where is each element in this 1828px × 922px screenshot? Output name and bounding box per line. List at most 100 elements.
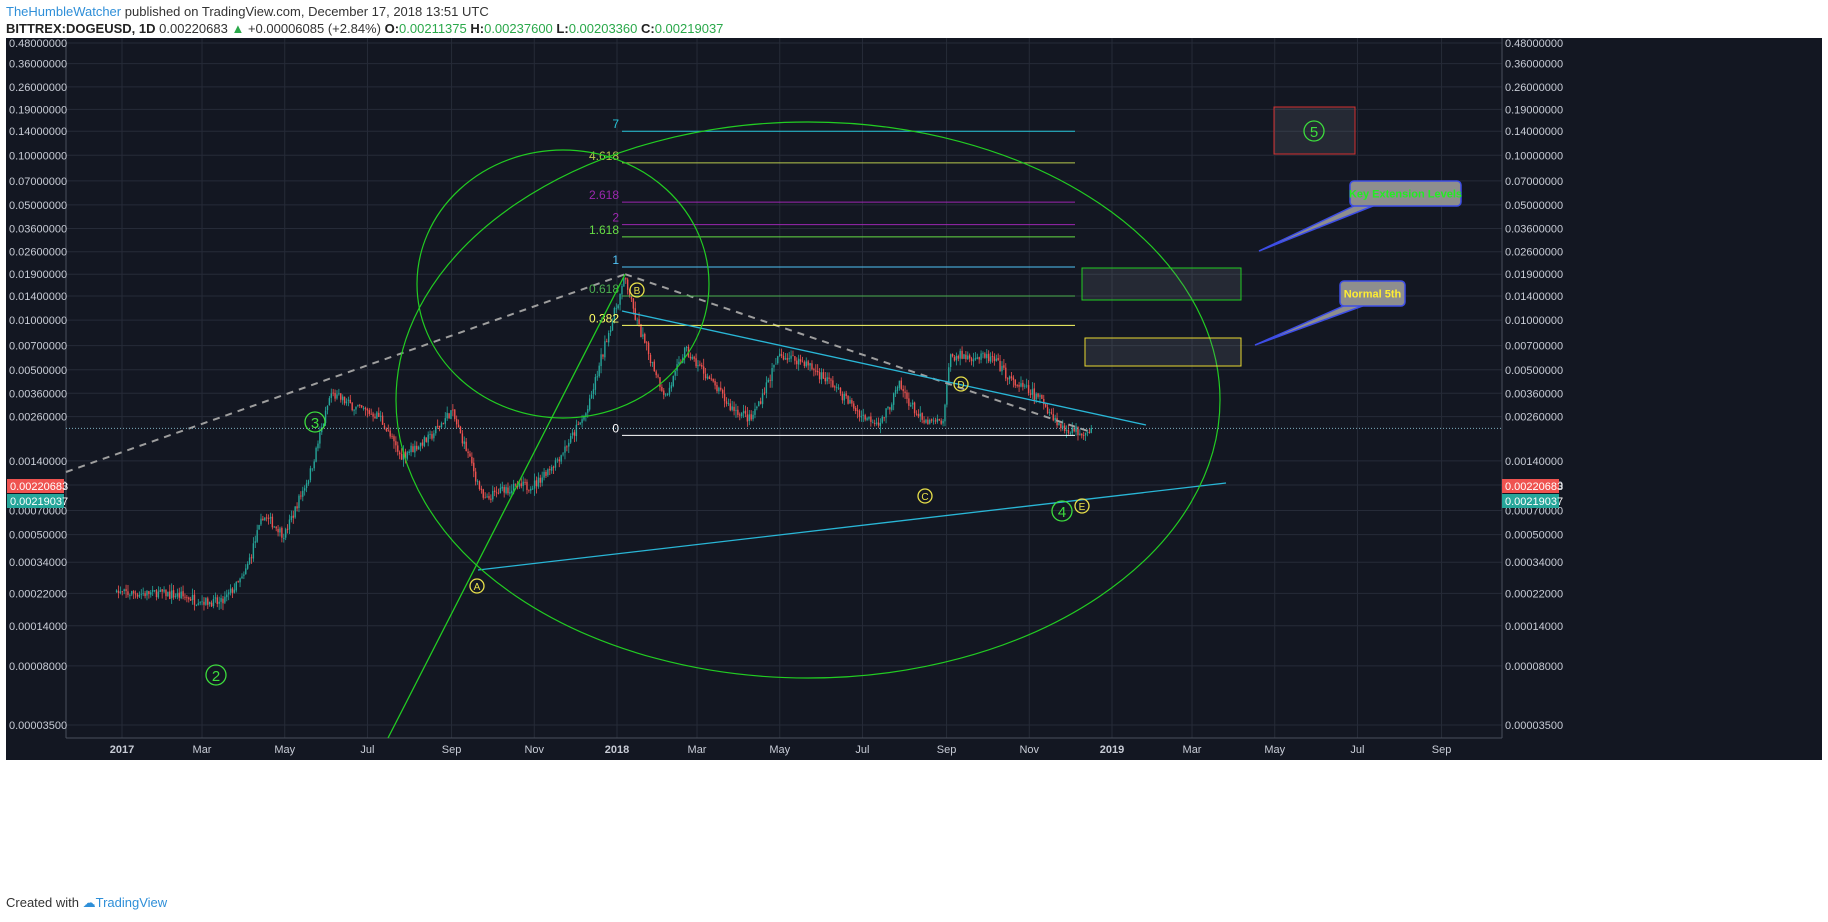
candle-body	[611, 321, 614, 331]
candle-body	[1090, 428, 1092, 433]
target-zone-normal-5th	[1084, 337, 1242, 367]
candle-body	[262, 518, 264, 521]
candle-body	[792, 355, 794, 357]
candle-body	[286, 528, 289, 530]
candle-body	[883, 417, 885, 419]
wave-marker-label: A	[474, 582, 481, 593]
candle-body	[210, 602, 213, 607]
candle-body	[389, 430, 391, 437]
candle-body	[761, 393, 764, 405]
price-change: +0.00006085 (+2.84%)	[247, 21, 381, 36]
candle-body	[537, 477, 540, 487]
candle-body	[1043, 399, 1045, 405]
candle-body	[577, 424, 579, 426]
y-tick-label-left: 0.26000000	[9, 82, 67, 94]
candle-body	[182, 591, 184, 597]
y-tick-label-left: 0.00003500	[9, 720, 67, 732]
tradingview-link[interactable]: TradingView	[95, 895, 168, 910]
candle-body	[146, 590, 148, 596]
candle-body	[970, 358, 973, 361]
candle-body	[414, 445, 416, 453]
x-tick-label: May	[1264, 744, 1285, 756]
y-tick-label-right: 0.00050000	[1505, 530, 1563, 542]
candle-body	[1048, 412, 1051, 413]
price-badge-text-right: 0.00220683	[1505, 481, 1563, 493]
candle-body	[461, 433, 464, 444]
candle-body	[759, 401, 762, 404]
candle-body	[343, 396, 346, 404]
y-tick-label-left: 0.00008000	[9, 661, 67, 673]
candle-body	[397, 445, 399, 452]
wave-marker-label: B	[634, 286, 641, 297]
candle-body	[788, 358, 790, 360]
candle-body	[721, 389, 724, 394]
candle-body	[733, 406, 735, 411]
candle-body	[628, 289, 631, 297]
candle-body	[799, 359, 802, 362]
x-tick-label: Mar	[193, 744, 212, 756]
candle-body	[832, 380, 834, 387]
candle-body	[227, 592, 230, 595]
wave-marker-circle	[205, 664, 227, 686]
candle-body	[826, 377, 828, 382]
y-tick-label-right: 0.00260000	[1505, 412, 1563, 424]
candle-body	[771, 368, 773, 382]
candle-body	[125, 589, 127, 592]
tradingview-logo-icon: ☁	[82, 895, 96, 910]
candle-body	[144, 593, 146, 597]
candle-body	[455, 419, 458, 425]
candle-body	[501, 486, 503, 489]
candle-body	[581, 419, 583, 423]
candle-body	[1058, 422, 1060, 426]
candle-body	[904, 391, 906, 393]
y-tick-label-right: 0.00700000	[1505, 341, 1563, 353]
candle-body	[336, 394, 338, 399]
x-tick-label: Nov	[524, 744, 544, 756]
x-tick-label: May	[274, 744, 295, 756]
candle-body	[271, 516, 274, 528]
candle-body	[739, 414, 741, 416]
candle-body	[478, 481, 481, 490]
candle-body	[170, 590, 173, 599]
candle-body	[119, 591, 122, 593]
candle-body	[569, 435, 572, 443]
y-tick-label-left: 0.00700000	[9, 341, 67, 353]
author-link[interactable]: TheHumbleWatcher	[6, 4, 122, 19]
candle-body	[1062, 425, 1064, 428]
candle-body	[484, 497, 486, 499]
candle-body	[626, 279, 629, 290]
candle-body	[189, 599, 192, 601]
candle-body	[302, 490, 304, 497]
candle-body	[1067, 430, 1070, 434]
candle-body	[366, 408, 369, 411]
candle-body	[942, 420, 944, 424]
candle-body	[683, 347, 686, 358]
candle-body	[847, 395, 849, 404]
candle-body	[786, 358, 788, 360]
y-tick-label-left: 0.00500000	[9, 365, 67, 377]
ohlc-line: BITTREX:DOGEUSD, 1D 0.00220683 ▲ +0.0000…	[6, 20, 723, 37]
candle-body	[564, 446, 566, 453]
candle-body	[522, 481, 524, 486]
candle-body	[404, 451, 407, 459]
candle-body	[816, 370, 819, 373]
x-tick-label: Sep	[442, 744, 462, 756]
candle-body	[801, 361, 804, 363]
candle-body	[1060, 423, 1062, 429]
candle-body	[1039, 395, 1041, 397]
candle-body	[471, 456, 473, 464]
candle-body	[123, 589, 125, 592]
candle-body	[457, 424, 460, 428]
candle-body	[197, 603, 199, 605]
candle-body	[944, 404, 946, 422]
candle-body	[393, 436, 395, 442]
candle-body	[284, 529, 287, 538]
last-price: 0.00220683	[159, 21, 228, 36]
candle-body	[583, 416, 585, 420]
candle-body	[663, 390, 665, 395]
candle-body	[782, 355, 785, 360]
candle-body	[552, 466, 555, 468]
created-with-text: Created with	[6, 895, 79, 910]
candle-body	[165, 589, 167, 597]
